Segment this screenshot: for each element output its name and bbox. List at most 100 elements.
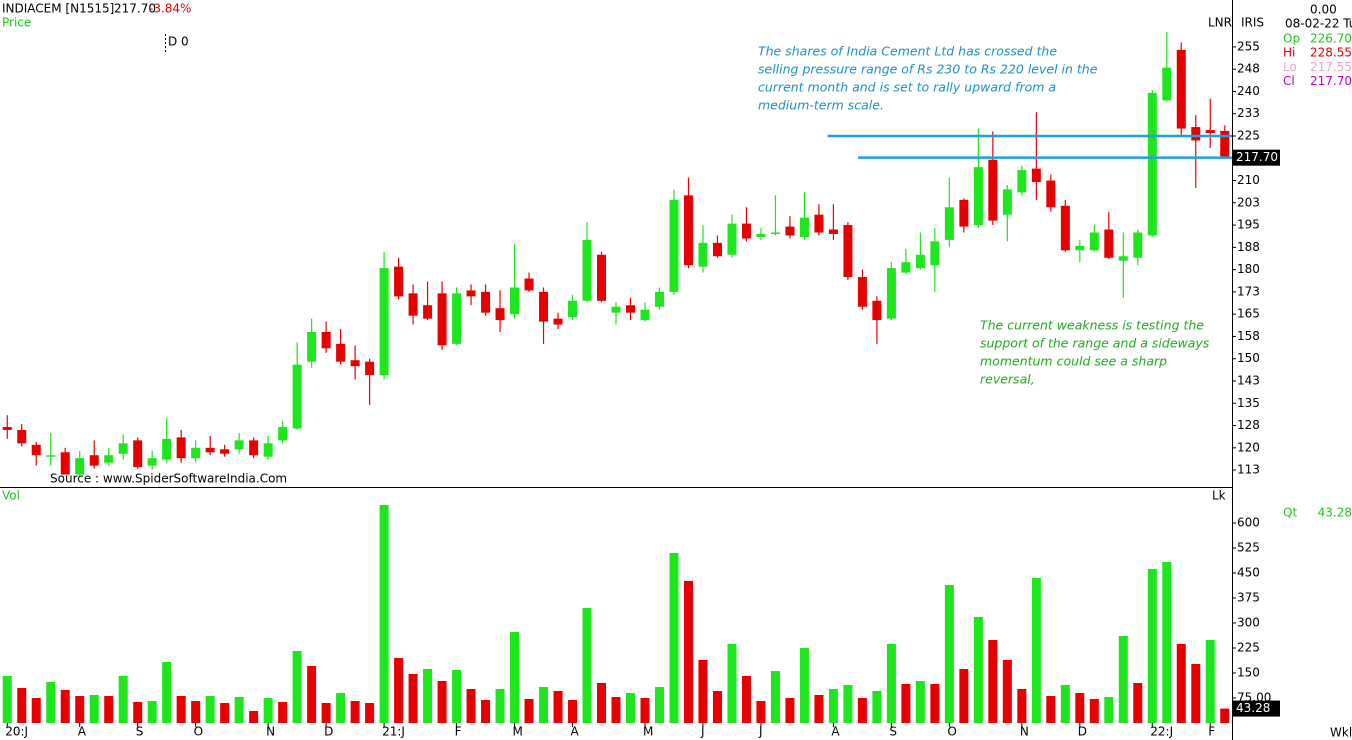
candle-body [582,239,592,301]
volume-bar [944,585,954,723]
volume-bar [712,691,722,723]
volume-bar [582,608,592,723]
y-tick-label: 173 [1237,284,1260,298]
volume-bar [915,681,925,723]
volume-bar [365,703,375,723]
volume-bar [669,553,679,723]
candle-body [625,305,635,313]
x-tick-label: A [78,725,87,739]
candle-body [1089,232,1099,251]
symbol: INDIACEM [N1515] [2,2,114,16]
y-tick-label: 128 [1237,418,1260,432]
y-tick-label: 150 [1237,351,1260,365]
info-label: Lo [1283,60,1297,74]
x-tick-label: F [455,725,462,739]
candle-body [365,361,375,376]
volume-bar [1089,699,1099,723]
volume-bar [886,644,896,723]
annotation: support of the range and a sideways [980,336,1210,351]
y-tick-label: 135 [1237,396,1260,410]
candle-body [872,300,882,321]
x-tick-label: N [1020,725,1029,739]
candle-body [336,343,346,362]
info-value: 217.70 [1310,74,1352,88]
volume-bar [75,696,85,723]
info-label: Op [1283,32,1300,46]
y-tick-label: 225 [1237,128,1260,142]
volume-bar [698,660,708,723]
volume-bar [336,693,346,723]
candle-body [234,440,244,450]
candle-body [321,331,331,349]
volume-bar [423,669,433,723]
y-tick-label: 255 [1237,39,1260,53]
volume-bar [104,696,114,723]
last-price-label: 217.70 [1236,150,1278,164]
y-tick-label: 143 [1237,373,1260,387]
candle-body [452,293,462,344]
volume-bar [31,698,41,723]
volume-bar [133,702,143,723]
candle-body [481,291,491,313]
last-volume-box [1233,700,1280,717]
candle-body [944,207,954,240]
volume-bar [1060,685,1070,723]
candle-body [423,305,433,319]
volume-bar [727,644,737,723]
last-volume-label: 43.28 [1236,701,1270,715]
candle-body [756,233,766,237]
volume-bar [249,711,259,723]
candle-body [553,318,563,325]
volume-bar [1205,640,1215,723]
volume-bar [539,687,549,723]
x-tick-label: J [700,725,705,739]
info-label: Hi [1283,46,1295,60]
candle-body [162,438,172,460]
candle-body [1060,205,1070,251]
y-tick-label: 165 [1237,307,1260,321]
volume-bar [292,651,302,723]
candle-body [857,277,867,307]
volume-bar [176,696,186,723]
x-tick-label: O [947,725,956,739]
candle-body [220,449,230,454]
y-tick-label: 210 [1237,173,1260,187]
volume-bar [481,700,491,723]
volume-bar [553,691,563,723]
volume-bar [147,701,157,723]
x-tick-label: M [513,725,523,739]
volume-bar [379,505,389,723]
info-value: 217.55 [1310,60,1352,74]
candle-body [1162,67,1172,101]
candle-body [828,229,838,234]
info-label: Cl [1283,74,1295,88]
x-tick-label: N [266,725,275,739]
candle-body [205,447,215,453]
candle-body [2,427,12,430]
volume-bar [973,617,983,723]
candle-body [394,266,404,297]
volume-bar [60,690,70,723]
candle-body [133,440,143,468]
x-tick-label: A [831,725,840,739]
candle-body [1176,49,1186,129]
annotation: reversal, [980,372,1035,387]
volume-bar [466,689,476,723]
volume-bar [988,640,998,723]
volume-bar [683,581,693,723]
candle-body [510,287,520,315]
volume-bar [495,689,505,723]
candle-body [89,455,99,466]
change: -3.84% [149,2,191,16]
candle-body [17,429,27,444]
period: Wkl [1330,726,1352,740]
volume-bar [901,684,911,723]
candle-body [1002,189,1012,215]
candle-body [46,455,56,457]
volume-bar [959,669,969,723]
candle-body [249,440,259,456]
candle-body [886,268,896,319]
candle-body [988,159,998,221]
volume-bar [1075,693,1085,723]
volume-bar [437,681,447,723]
